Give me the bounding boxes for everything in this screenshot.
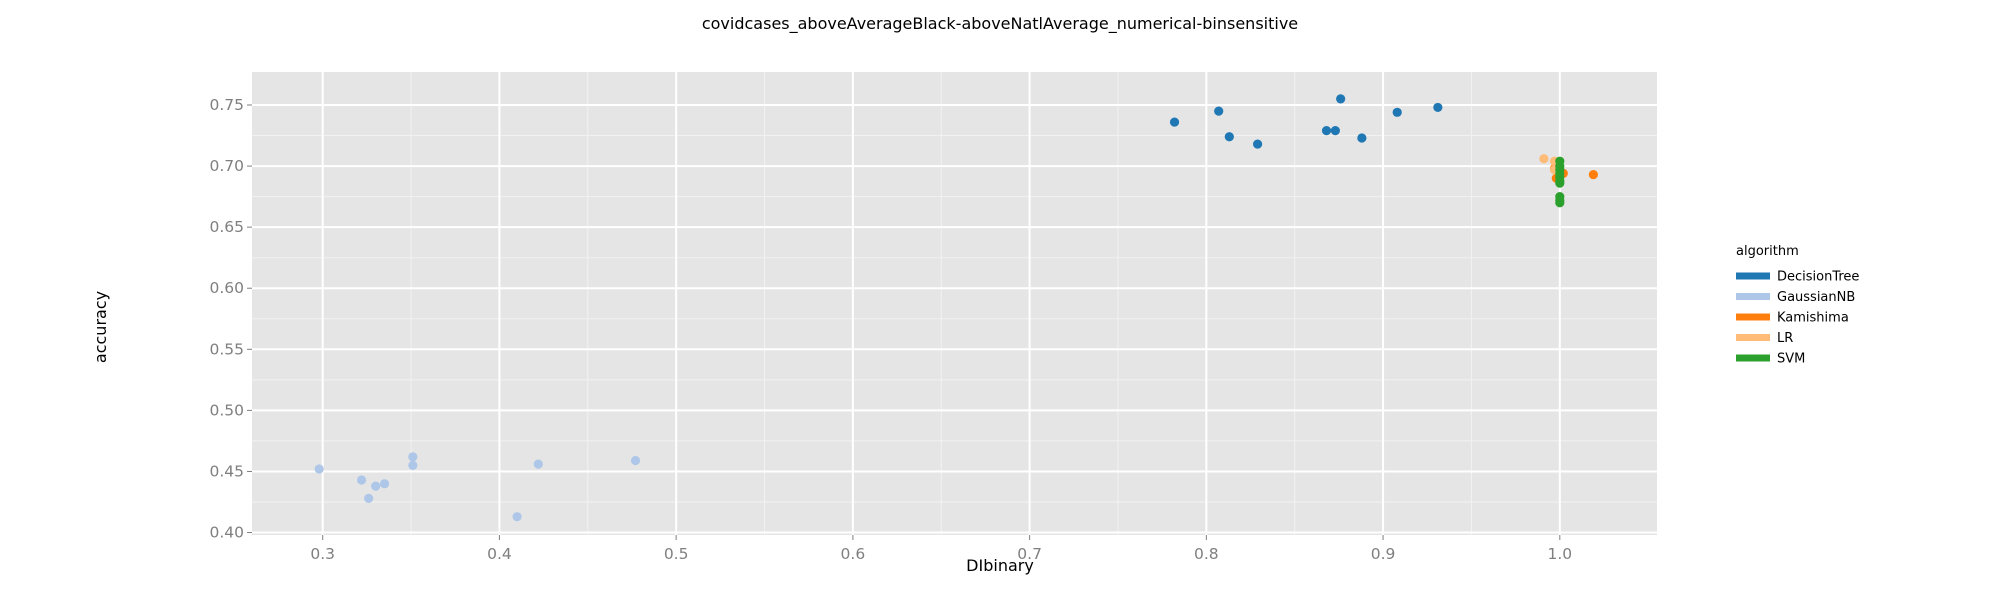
plot-area [252,72,1657,535]
y-axis-label: accuracy [91,291,110,363]
y-tick-label: 0.50 [209,401,244,419]
point-decisiontree [1433,102,1443,113]
chart-title: covidcases_aboveAverageBlack-aboveNatlAv… [702,14,1298,34]
point-decisiontree [1357,133,1367,143]
point-decisiontree [1224,132,1234,142]
point-gaussiannb [408,452,418,462]
grid-major [252,72,1657,535]
point-decisiontree [1330,126,1340,136]
x-axis-label: DIbinary [966,556,1034,575]
y-tick-label: 0.65 [209,218,244,236]
point-gaussiannb [356,475,367,485]
legend-swatch-svm [1736,354,1770,362]
point-decisiontree [1321,126,1332,136]
point-gaussiannb [533,459,543,469]
legend-label-svm: SVM [1777,352,1805,367]
x-tick-label: 0.6 [841,545,866,563]
x-tick-label: 0.8 [1194,545,1219,563]
point-gaussiannb [379,479,390,489]
y-tick-label: 0.60 [209,279,244,297]
point-gaussiannb [630,455,641,466]
point-decisiontree [1169,117,1180,127]
point-svm [1555,178,1565,188]
point-gaussiannb [364,493,374,503]
legend: algorithm DecisionTree GaussianNB Kamishim… [1736,244,1859,367]
y-tick-label: 0.70 [209,157,244,175]
y-tick-label: 0.75 [209,96,244,114]
data-points [314,94,1598,522]
point-decisiontree [1392,107,1402,117]
x-tick-label: 0.5 [664,545,689,563]
legend-label-lr: LR [1777,331,1793,346]
y-tick-label: 0.40 [209,524,244,542]
point-gaussiannb [512,512,522,522]
y-tick-label: 0.55 [209,340,244,358]
point-kamishima [1588,170,1598,180]
y-tick-label: 0.45 [209,462,244,480]
point-decisiontree [1252,139,1263,149]
point-decisiontree [1214,106,1224,116]
legend-label-kamishima: Kamishima [1777,311,1849,326]
x-tick-label: 1.0 [1547,545,1572,563]
legend-swatch-lr [1736,334,1770,341]
x-tick-label: 0.7 [1017,545,1042,563]
legend-title: algorithm [1736,244,1799,259]
grid-minor [252,72,1657,535]
legend-swatch-decisiontree [1736,272,1770,280]
x-tick-label: 0.4 [487,545,512,563]
x-tick-label: 0.3 [310,545,335,563]
axis-ticks: 0.3 0.4 0.5 0.6 0.7 0.8 0.9 1.0 0.40 0.45 0.50 0.55… [209,96,1572,563]
legend-swatch-kamishima [1736,313,1770,321]
legend-label-decisiontree: DecisionTree [1777,270,1859,285]
point-gaussiannb [371,481,381,491]
x-tick-label: 0.9 [1371,545,1396,563]
point-lr [1539,154,1549,164]
legend-swatch-gaussiannb [1736,293,1770,300]
legend-label-gaussiannb: GaussianNB [1777,290,1855,305]
point-svm [1555,198,1565,208]
point-decisiontree [1336,94,1346,104]
point-gaussiannb [314,464,324,474]
point-gaussiannb [408,460,418,470]
